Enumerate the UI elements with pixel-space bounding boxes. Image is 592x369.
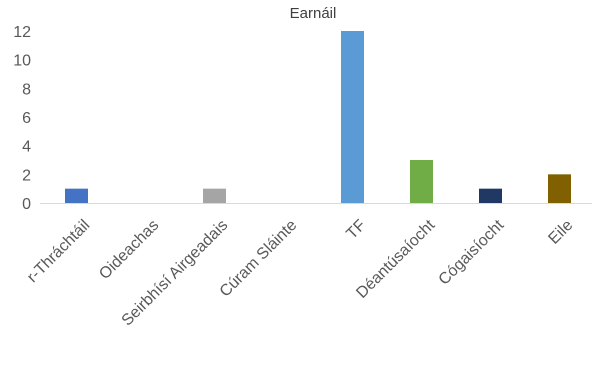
y-tick-label: 2 xyxy=(22,167,31,184)
x-category-label: Cógaisíocht xyxy=(436,216,508,288)
x-category-label: TF xyxy=(343,217,369,243)
x-category-label: Eile xyxy=(545,217,576,248)
y-tick-label: 0 xyxy=(22,196,31,213)
x-category-label: Oideachas xyxy=(96,217,162,283)
y-axis: 0 2 4 6 8 10 12 xyxy=(13,24,31,213)
x-category-label: r-Thráchtáil xyxy=(24,217,93,286)
chart-title: Earnáil xyxy=(290,5,337,22)
bar xyxy=(410,160,433,203)
bar xyxy=(341,31,364,203)
bars xyxy=(65,31,571,203)
y-tick-label: 12 xyxy=(13,24,31,41)
y-tick-label: 6 xyxy=(22,110,31,127)
bar xyxy=(203,188,226,203)
y-tick-label: 8 xyxy=(22,81,31,98)
bar xyxy=(65,188,88,203)
y-tick-label: 10 xyxy=(13,53,31,70)
bar xyxy=(479,188,502,203)
y-tick-label: 4 xyxy=(22,139,31,156)
bar xyxy=(548,174,571,203)
